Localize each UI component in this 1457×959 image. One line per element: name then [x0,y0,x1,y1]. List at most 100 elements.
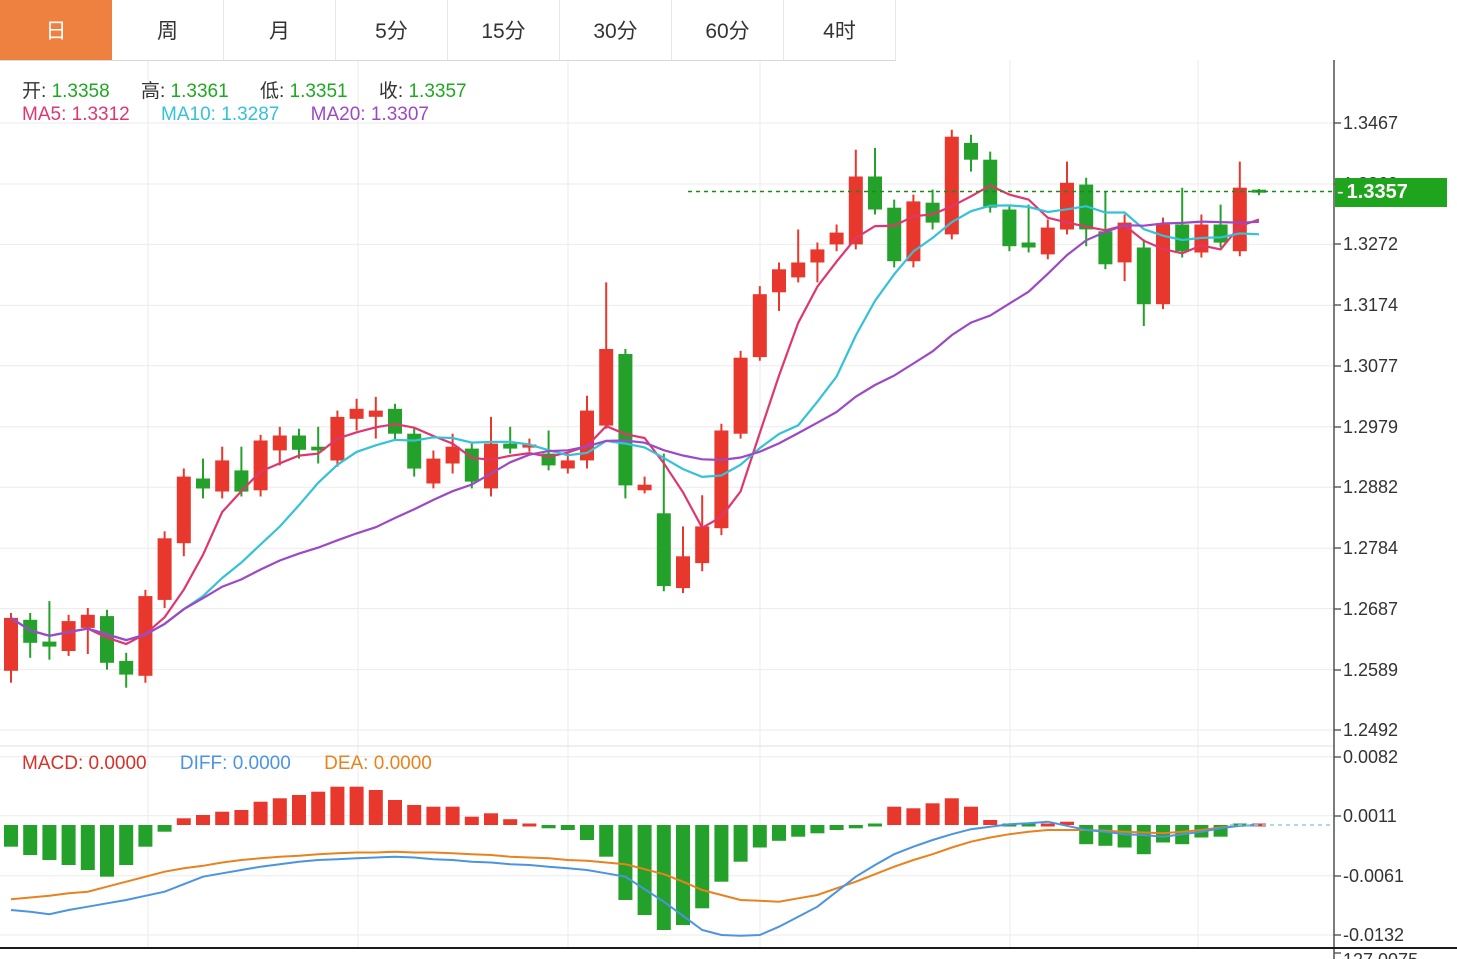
bottom-partial-axis-label: 127.0075 [1343,950,1418,959]
macd-bar [791,825,806,837]
macd-bar [887,806,902,825]
candle-body [637,484,652,491]
dea-value: 0.0000 [373,753,432,774]
diff-value: 0.0000 [232,753,291,774]
macd-bar [1021,823,1036,827]
candle-body [388,408,402,434]
candle-body [157,538,172,600]
macd-bar [4,825,18,847]
diff-line [10,820,1260,937]
axis-tick-label: 1.3077 [1343,356,1398,376]
macd-value: 0.0000 [88,753,147,774]
axis-tick-label: 1.2979 [1343,417,1398,437]
candle-body [522,444,537,448]
tab-period-1[interactable]: 周 [112,0,224,60]
macd-bar [1117,825,1132,848]
close-value: 1.3357 [408,81,467,102]
candle-body [119,660,134,675]
ma-readout: MA5: 1.3312 MA10: 1.3287 MA20: 1.3307 [22,104,429,126]
macd-bar [829,825,844,830]
candle-body [829,232,844,245]
ma10-line [10,204,1260,642]
current-price-tag: - 1.3357 [1335,178,1447,207]
candle-body [445,446,460,464]
candle-body [407,433,422,469]
candle-body [848,176,863,245]
macd-bar [1060,821,1074,825]
candle-body [1002,209,1017,247]
macd-bar [695,825,710,909]
candle-body [272,435,287,451]
dea-label: DEA: [324,753,369,774]
macd-readout: MACD: 0.0000 DIFF: 0.0000 DEA: 0.0000 [22,753,432,775]
macd-bar [522,823,537,827]
tab-period-6[interactable]: 60分 [672,0,784,60]
candle-body [1136,247,1151,305]
ma20-label: MA20: [310,104,366,125]
macd-bar [119,825,134,865]
candle-body [810,249,825,263]
candle-body [541,453,556,466]
candle-body [234,470,249,492]
macd-bar [560,825,575,830]
tab-period-2[interactable]: 月 [224,0,336,60]
current-price-value: 1.3357 [1346,181,1408,203]
axis-tick-label: 0.0082 [1343,747,1398,767]
axis-tick-label: 1.3467 [1343,113,1398,133]
macd-bar [618,825,633,900]
tab-period-4[interactable]: 15分 [448,0,560,60]
macd-bar [426,806,441,825]
ohlc-readout: 开: 1.3358 高: 1.3361 低: 1.3351 收: 1.3357 [22,76,493,103]
tab-period-7[interactable]: 4时 [784,0,896,60]
candle-body [714,430,729,529]
macd-bar [503,819,518,825]
open-label: 开: [22,81,47,102]
axis-tick-label: 1.3272 [1343,234,1398,254]
macd-bar [61,825,76,865]
macd-bar [407,805,422,825]
diff-label: DIFF: [179,753,228,774]
ma20-value: 1.3307 [370,104,429,125]
axis-tick-label: 1.3174 [1343,295,1398,315]
candle-body [292,435,306,450]
macd-bar [292,795,306,825]
candle-body [656,513,671,587]
low-value: 1.3351 [289,81,348,102]
macd-bar [714,825,729,882]
macd-bar [368,790,383,825]
macd-bar [906,808,921,825]
macd-bar [983,820,998,825]
macd-bar [810,825,825,834]
macd-bar [349,786,364,825]
candle-body [503,443,518,449]
ma10-label: MA10: [161,104,216,125]
candle-body [887,207,902,262]
open-value: 1.3358 [51,81,110,102]
tab-period-5[interactable]: 30分 [560,0,672,60]
candle-body [1213,224,1228,243]
candle-body [215,460,230,492]
axis-tick-label: 1.2882 [1343,477,1398,497]
tab-period-0[interactable]: 日 [0,0,112,60]
candle-body [1232,187,1247,252]
macd-bar [215,811,230,825]
macd-bar [944,798,959,825]
macd-bar [311,791,326,825]
candle-body [1175,224,1190,252]
candle-body [253,440,268,491]
macd-bar [388,800,402,825]
macd-bar [445,806,460,825]
axis-tick-label: 0.0011 [1343,806,1397,826]
tab-period-3[interactable]: 5分 [336,0,448,60]
candle-body [599,349,614,426]
macd-bar [1040,823,1055,827]
axis-tick-label: -0.0132 [1343,925,1404,945]
candle-body [1021,242,1036,248]
candle-body [964,142,978,160]
macd-bar [1079,825,1094,845]
candle-body [61,621,76,651]
candle-body [100,616,114,663]
candle-body [733,357,748,434]
